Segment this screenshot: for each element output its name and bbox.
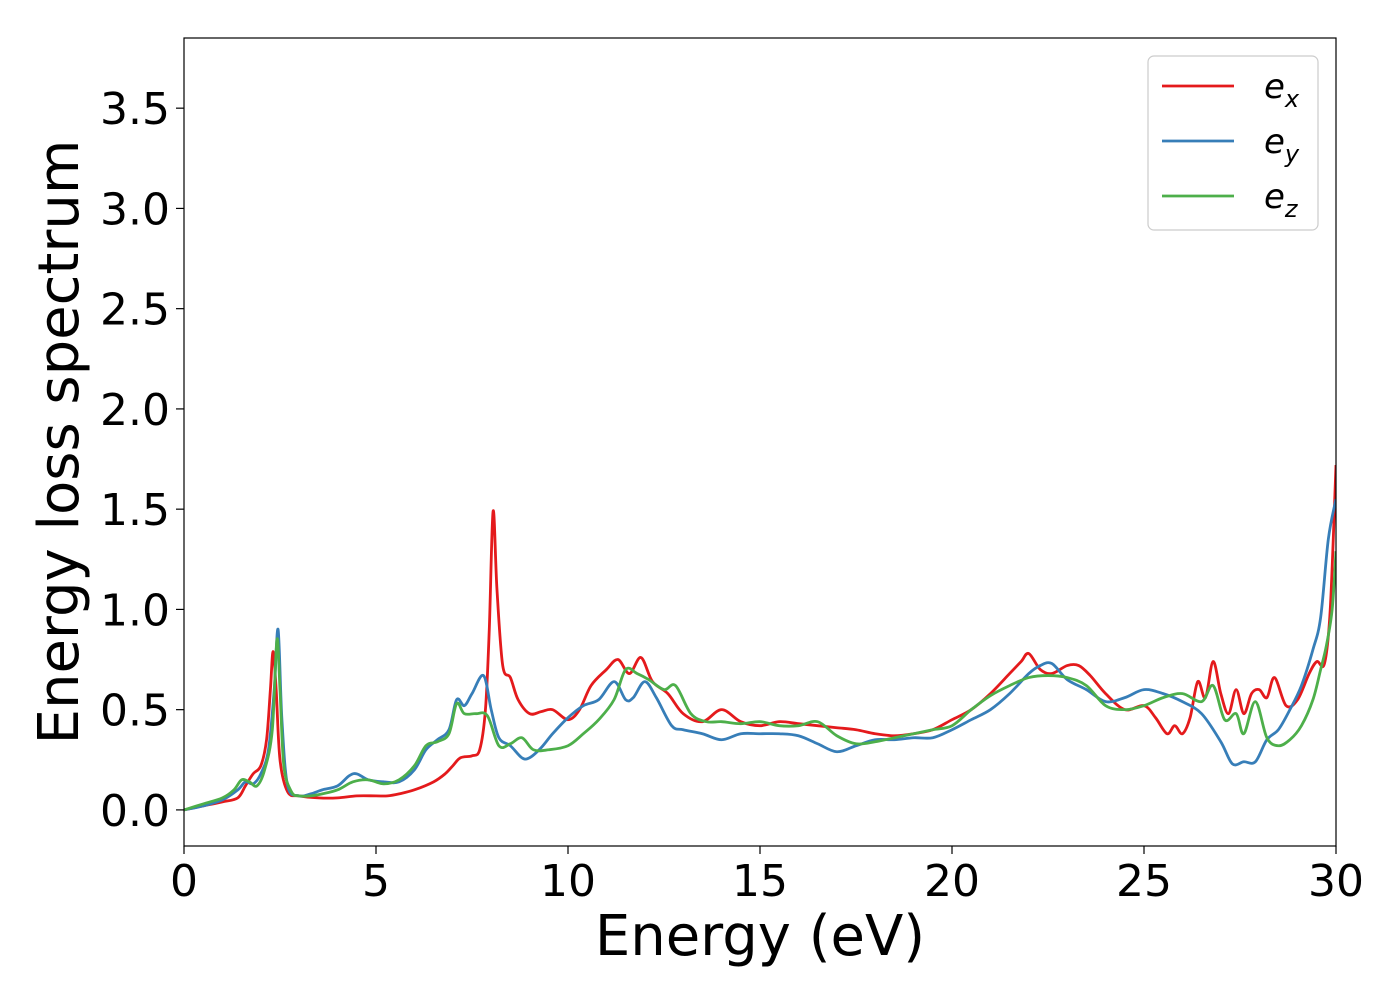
x-axis-ticks: 0 5 10 15 20 25 30 [170, 846, 1364, 907]
x-axis-label: Energy (eV) [595, 904, 925, 969]
y-tick-label: 2.5 [100, 285, 170, 336]
x-tick-label: 5 [362, 856, 390, 907]
y-tick-label: 3.0 [100, 184, 170, 235]
y-tick-label: 1.0 [100, 585, 170, 636]
y-tick-label: 0.5 [100, 686, 170, 737]
legend-label-x: ex [1264, 67, 1300, 113]
legend: ex ey ez [1147, 55, 1319, 231]
legend-label-z: ez [1264, 177, 1299, 223]
series-line-z [184, 551, 1336, 812]
legend-box [1147, 55, 1319, 231]
series-line-y [184, 498, 1336, 812]
legend-label-y: ey [1264, 122, 1300, 168]
y-tick-label: 0.0 [100, 786, 170, 837]
x-tick-label: 30 [1308, 856, 1364, 907]
y-tick-label: 3.5 [100, 84, 170, 135]
y-tick-label: 2.0 [100, 385, 170, 436]
x-tick-label: 25 [1116, 856, 1172, 907]
x-tick-label: 15 [732, 856, 788, 907]
x-tick-label: 0 [170, 856, 198, 907]
y-axis-label: Energy loss spectrum [27, 140, 92, 745]
y-tick-label: 1.5 [100, 485, 170, 536]
y-axis-ticks: 0.0 0.5 1.0 1.5 2.0 2.5 3.0 3.5 [100, 84, 184, 837]
x-tick-label: 10 [540, 856, 596, 907]
plot-area [183, 37, 1337, 847]
series-lines [184, 465, 1336, 812]
x-tick-label: 20 [924, 856, 980, 907]
